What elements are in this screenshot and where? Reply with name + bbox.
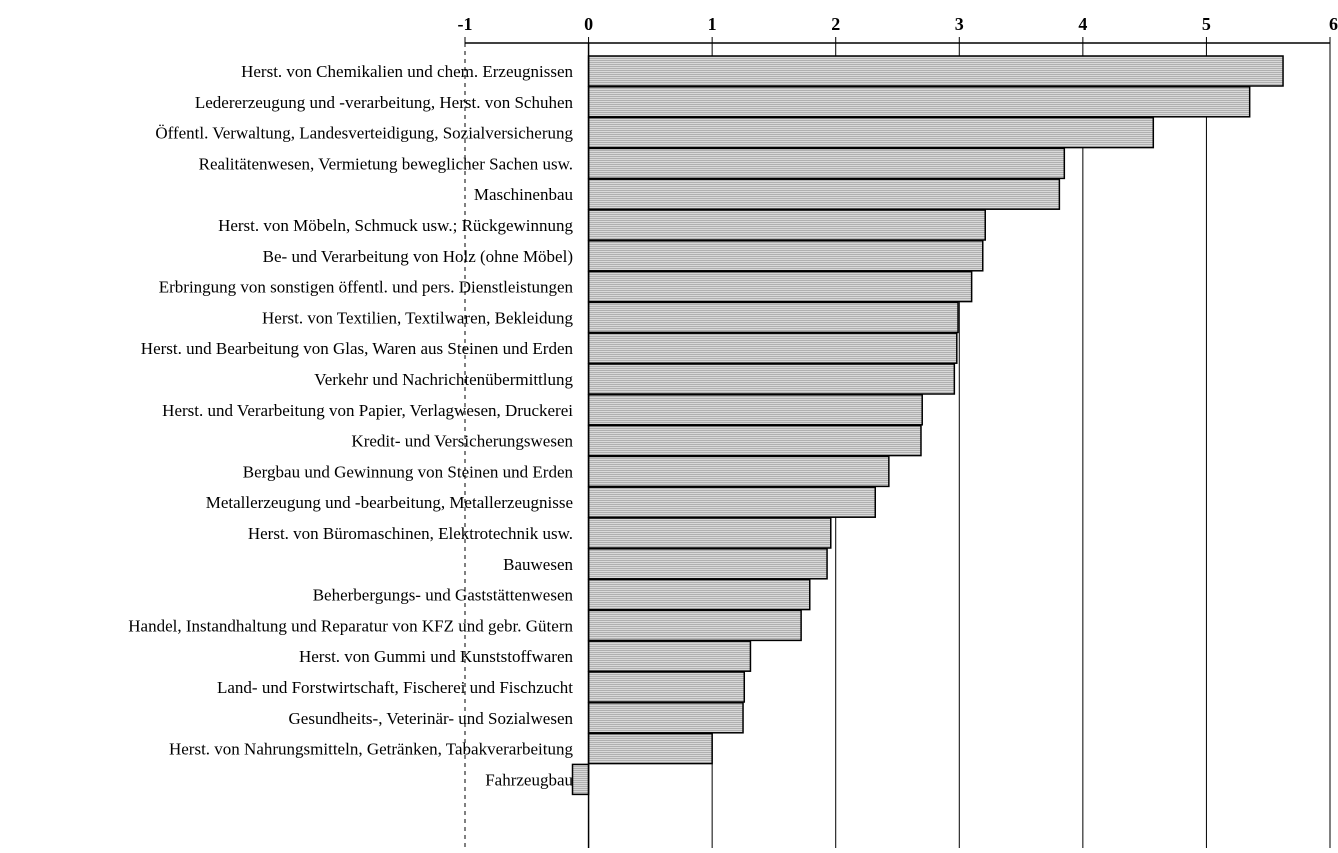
category-label: Be- und Verarbeitung von Holz (ohne Möbe… [263,247,573,266]
bar [589,302,958,332]
x-tick-label: 1 [708,14,717,34]
category-label: Erbringung von sonstigen öffentl. und pe… [159,278,574,297]
bar [589,580,810,610]
bar [589,641,751,671]
bar [589,672,745,702]
category-label: Gesundheits-, Veterinär- und Sozialwesen [289,709,574,728]
x-tick-label: 5 [1202,14,1211,34]
bar [589,179,1060,209]
bar [589,703,743,733]
bar [589,241,983,271]
category-label: Herst. von Gummi und Kunststoffwaren [299,647,574,666]
category-label: Land- und Forstwirtschaft, Fischerei und… [217,678,573,697]
category-label: Herst. von Möbeln, Schmuck usw.; Rückgew… [218,216,573,235]
category-label: Herst. von Büromaschinen, Elektrotechnik… [248,524,573,543]
bar [589,518,831,548]
x-tick-label: 3 [955,14,964,34]
bar [589,56,1283,86]
category-label: Bergbau und Gewinnung von Steinen und Er… [243,462,574,481]
bar [589,87,1250,117]
bars [573,56,1284,794]
category-label: Herst. und Verarbeitung von Papier, Verl… [162,401,573,420]
bar [589,333,957,363]
category-label: Kredit- und Versicherungswesen [351,432,573,451]
category-label: Beherbergungs- und Gaststättenwesen [313,586,574,605]
x-tick-label: 2 [831,14,840,34]
bar [589,734,713,764]
bar [589,272,972,302]
category-label: Realitätenwesen, Vermietung beweglicher … [199,154,573,173]
bar [589,118,1154,148]
category-label: Fahrzeugbau [485,770,573,789]
category-label: Herst. von Nahrungsmitteln, Getränken, T… [169,740,574,759]
category-label: Verkehr und Nachrichtenübermittlung [314,370,573,389]
category-label: Bauwesen [503,555,573,574]
category-label: Herst. und Bearbeitung von Glas, Waren a… [141,339,574,358]
x-tick-label: 6 [1329,14,1338,34]
category-label: Herst. von Chemikalien und chem. Erzeugn… [241,62,573,81]
bar [589,487,876,517]
bar [589,610,802,640]
bar [589,426,921,456]
category-label: Handel, Instandhaltung und Reparatur von… [128,616,573,635]
bar [589,364,955,394]
category-label: Öffentl. Verwaltung, Landesverteidigung,… [155,124,573,143]
category-label: Metallerzeugung und -bearbeitung, Metall… [206,493,573,512]
category-label: Herst. von Textilien, Textilwaren, Bekle… [262,308,573,327]
bar [589,456,889,486]
bar [589,210,986,240]
x-tick-label: -1 [458,14,473,34]
x-tick-label: 0 [584,14,593,34]
x-tick-label: 4 [1078,14,1087,34]
x-tick-labels: -1 0 1 2 3 4 5 6 [458,14,1338,34]
category-labels: Herst. von Chemikalien und chem. Erzeugn… [128,62,573,789]
bar [589,148,1065,178]
category-label: Ledererzeugung und -verarbeitung, Herst.… [195,93,574,112]
bar [573,764,589,794]
bar [589,395,923,425]
category-label: Maschinenbau [474,185,574,204]
bar [589,549,827,579]
